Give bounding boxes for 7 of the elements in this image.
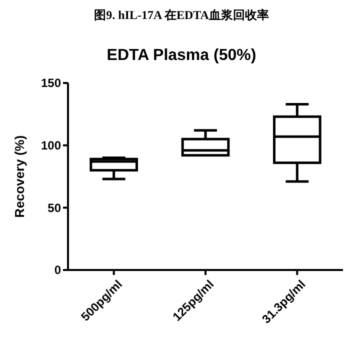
chart-subtitle: EDTA Plasma (50%) xyxy=(106,47,256,64)
y-axis-title: Recovery (%) xyxy=(12,135,27,218)
chart-title: 图9. hIL-17A 在EDTA血浆回收率 xyxy=(94,8,269,22)
y-tick-label: 50 xyxy=(48,200,62,215)
y-tick-label: 100 xyxy=(40,138,62,153)
y-tick-label: 0 xyxy=(54,263,62,278)
y-tick-label: 150 xyxy=(40,76,62,90)
